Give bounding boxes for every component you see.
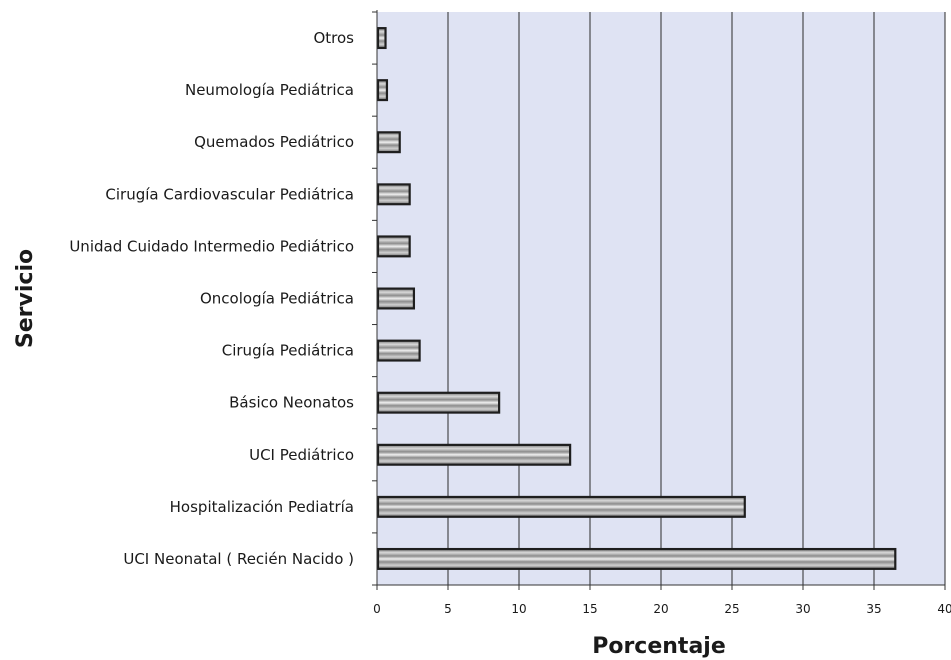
bar bbox=[376, 495, 746, 518]
bar bbox=[376, 27, 387, 50]
category-label: Básico Neonatos bbox=[229, 394, 354, 412]
x-tick-label: 10 bbox=[511, 602, 526, 616]
category-label: Otros bbox=[313, 29, 354, 47]
gridlines bbox=[376, 12, 946, 590]
x-axis-title: Porcentaje bbox=[592, 634, 726, 659]
x-tick-label: 25 bbox=[724, 602, 739, 616]
category-labels: Otros Neumología Pediátrica Quemados Pediá… bbox=[69, 29, 354, 568]
category-label: Cirugía Cardiovascular Pediátrica bbox=[105, 185, 354, 203]
axes bbox=[372, 10, 945, 590]
x-tick-label: 15 bbox=[582, 602, 597, 616]
x-tick-labels: 0 5 10 15 20 25 30 35 40 bbox=[373, 602, 951, 616]
bar bbox=[376, 391, 501, 414]
x-tick-label: 0 bbox=[373, 602, 381, 616]
category-label: Quemados Pediátrico bbox=[194, 133, 354, 151]
bar bbox=[376, 79, 389, 102]
y-axis-title: Servicio bbox=[13, 249, 38, 348]
bar bbox=[376, 183, 411, 206]
category-label: Hospitalización Pediatría bbox=[170, 498, 354, 516]
bar bbox=[376, 443, 572, 466]
category-label: Cirugía Pediátrica bbox=[222, 342, 354, 360]
bars bbox=[376, 27, 897, 570]
x-tick-label: 35 bbox=[866, 602, 881, 616]
category-label: Neumología Pediátrica bbox=[185, 81, 354, 99]
category-label: Oncología Pediátrica bbox=[200, 290, 354, 308]
category-label: UCI Pediátrico bbox=[249, 446, 354, 464]
category-label: UCI Neonatal ( Recién Nacido ) bbox=[123, 550, 354, 568]
bar bbox=[376, 287, 416, 310]
bar bbox=[376, 547, 897, 570]
x-tick-label: 40 bbox=[937, 602, 951, 616]
bar bbox=[376, 131, 401, 154]
x-tick-label: 30 bbox=[795, 602, 810, 616]
bar bbox=[376, 339, 421, 362]
category-label: Unidad Cuidado Intermedio Pediátrico bbox=[69, 237, 354, 255]
x-tick-label: 20 bbox=[653, 602, 668, 616]
x-tick-label: 5 bbox=[444, 602, 452, 616]
bar bbox=[376, 235, 411, 258]
